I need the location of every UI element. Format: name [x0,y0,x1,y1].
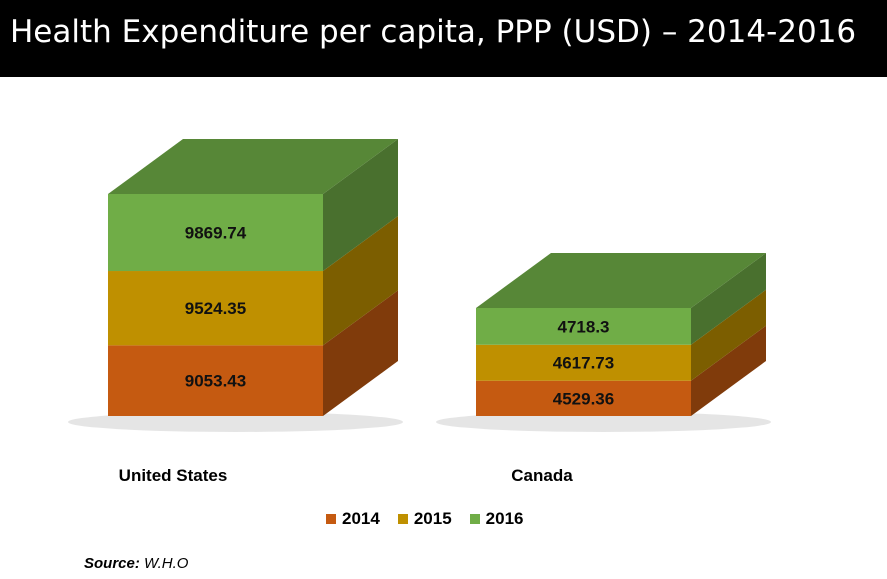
legend-item-2016: 2016 [469,509,524,529]
legend: 2014 2015 2016 [326,509,523,529]
category-label-united-states: United States [119,466,228,485]
category-label-canada: Canada [511,466,573,485]
legend-swatch-2016 [469,514,480,524]
bar-shadow [436,412,771,432]
data-label-united-states-2016: 9869.74 [185,224,247,243]
legend-item-2015: 2015 [397,509,452,529]
legend-swatch-2014 [326,514,336,524]
source-label: Source: [84,555,140,572]
source-value: W.H.O [144,555,189,572]
data-label-united-states-2014: 9053.43 [185,372,246,391]
bar-shadow [68,412,403,432]
legend-item-2014: 2014 [326,509,380,529]
legend-label-2014: 2014 [342,509,380,528]
bar-front-canada-2016 [476,308,691,345]
chart-title: Health Expenditure per capita, PPP (USD)… [10,14,857,50]
data-label-canada-2016: 4718.3 [558,317,610,336]
data-label-canada-2014: 4529.36 [553,389,614,408]
bar-front-united-states-2016 [108,194,323,272]
bar-front-united-states-2015 [108,271,323,346]
bar-front-canada-2015 [476,344,691,381]
bar-side-canada-2015 [691,289,766,381]
legend-swatch-2015 [397,514,408,524]
bar-side-united-states-2015 [323,216,398,346]
bar-front-united-states-2014 [108,345,323,416]
bar-side-united-states-2016 [323,139,398,272]
bar-side-canada-2014 [691,325,766,416]
bar-top-canada [476,253,766,308]
bar-front-canada-2014 [476,380,691,416]
data-label-united-states-2015: 9524.35 [185,299,246,318]
bar-side-canada-2016 [691,253,766,345]
bar-top-united-states [108,139,398,194]
source-note: Source: W.H.O [84,555,188,572]
title-bar: Health Expenditure per capita, PPP (USD)… [0,0,887,77]
data-label-canada-2015: 4617.73 [553,354,614,373]
bar-side-united-states-2014 [323,290,398,416]
legend-label-2015: 2015 [413,509,452,528]
legend-label-2016: 2016 [485,509,524,528]
